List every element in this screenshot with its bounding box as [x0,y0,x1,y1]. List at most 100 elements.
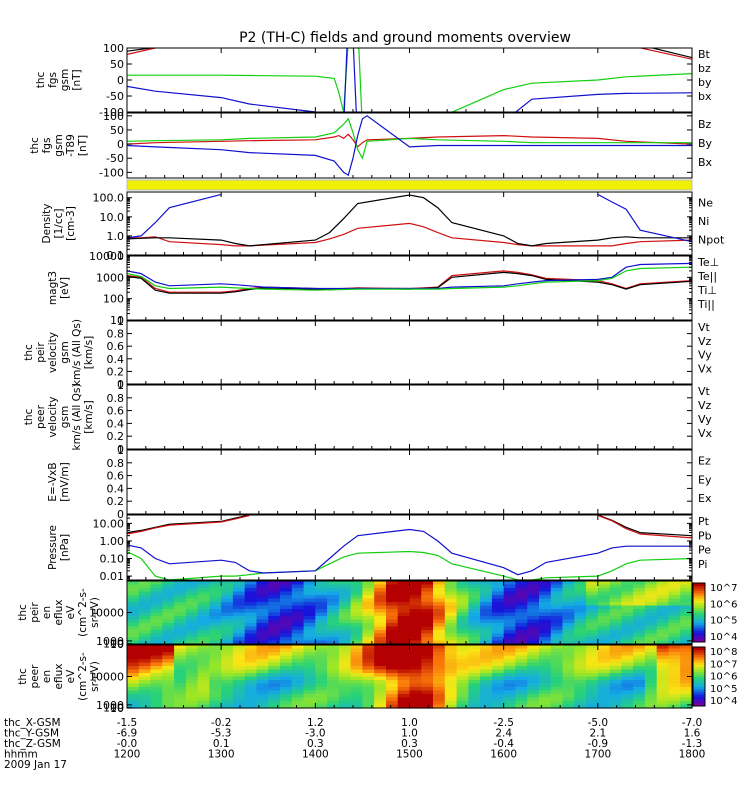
spectrogram-cell [503,666,517,671]
spectrogram-cell [209,701,222,706]
colorbar-cell [693,649,705,653]
spectrogram-cell [527,605,540,610]
spectrogram-cell [515,690,528,695]
spectrogram-cell [315,602,328,607]
series-line-Pb [127,515,692,539]
spectrogram-cell [197,588,210,593]
spectrogram-cell [468,584,481,589]
spectrogram-cell [268,609,281,614]
spectrogram-cell [221,701,234,706]
spectrogram-cell [185,701,199,706]
spectrogram-cell [268,645,281,650]
spectrogram-cell [433,662,446,667]
spectrogram-cell [480,591,493,596]
y-axis-label: eflux [53,600,65,626]
spectrogram-cell [491,612,505,617]
colorbar-cell [693,600,705,604]
spectrogram-cell [127,662,140,667]
spectrogram-cell [503,598,517,603]
colorbar-cell [693,651,705,655]
spectrogram-cell [350,584,363,589]
spectrogram-cell [327,687,340,692]
spectrogram-cell [503,581,517,586]
spectrogram-cell [327,609,340,614]
spectrogram-cell [185,659,199,664]
spectrogram-cell [244,697,258,702]
spectrogram-cell [468,701,481,706]
spectrogram-cell [468,680,481,685]
spectrogram-cell [574,697,587,702]
spectrogram-cell [515,630,528,635]
spectrogram-cell [433,612,446,617]
spectrogram-cell [338,598,352,603]
spectrogram-cell [539,640,552,645]
spectrogram-cell [633,697,646,702]
spectrogram-cell [268,619,281,624]
spectrogram-cell [209,676,222,681]
spectrogram-cell [644,673,658,678]
spectrogram-cell [644,619,658,624]
spectrogram-cell [468,609,481,614]
colorbar-label: 10^5 [710,684,737,695]
spectrogram-cell [150,697,163,702]
spectrogram-cell [374,701,387,706]
spectrogram-cell [291,630,305,635]
spectrogram-cell [268,683,281,688]
spectrogram-cell [150,648,163,653]
spectrogram-cell [480,633,493,638]
spectrogram-cell [386,666,399,671]
spectrogram-cell [444,584,458,589]
y-axis-label: eflux [53,664,65,690]
spectrogram-cell [621,648,634,653]
spectrogram-cell [127,630,140,635]
spectrogram-cell [127,581,140,586]
spectrogram-cell [150,637,163,642]
spectrogram-cell [503,652,517,657]
x-row-value: 1.0 [401,717,418,729]
y-axis-label: gsm [59,406,71,428]
x-row-value: -5.0 [588,717,609,729]
spectrogram-cell [433,591,446,596]
spectrogram-cell [621,645,634,650]
y-tick-label: 0 [117,378,124,391]
spectrogram-cell [680,669,693,674]
spectrogram-cell [597,623,611,628]
spectrogram-cell [515,659,528,664]
series-line-Bx [127,115,692,177]
spectrogram-cell [197,683,210,688]
spectrogram-cell [515,694,528,699]
spectrogram-cell [303,697,316,702]
spectrogram-cell [527,623,540,628]
spectrogram-cell [527,616,540,621]
spectrogram-cell [444,683,458,688]
spectrogram-cell [315,626,328,631]
spectrogram-cell [597,652,611,657]
spectrogram-cell [562,701,575,706]
spectrogram-cell [409,655,422,660]
spectrogram-cell [539,683,552,688]
spectrogram-cell [539,645,552,650]
spectrogram-cell [421,595,434,600]
spectrogram-cell [444,630,458,635]
spectrogram-cell [174,602,187,607]
spectrogram-cell [280,640,293,645]
spectrogram-cell [185,598,199,603]
spectrogram-cell [527,591,540,596]
spectrogram-cell [256,609,269,614]
spectrogram-cell [515,633,528,638]
spectrogram-cell [597,645,611,650]
spectrogram-cell [586,598,599,603]
spectrogram-cell [433,648,446,653]
spectrogram-cell [480,697,493,702]
spectrogram-cell [633,648,646,653]
spectrogram-cell [197,662,210,667]
spectrogram-cell [397,598,411,603]
spectrogram-cell [480,704,493,709]
spectrogram-cell [621,662,634,667]
spectrogram-cell [127,633,140,638]
spectrogram-cell [456,704,469,709]
spectrogram-cell [680,680,693,685]
spectrogram-cell [668,633,681,638]
spectrogram-cell [586,581,599,586]
spectrogram-cell [209,591,222,596]
